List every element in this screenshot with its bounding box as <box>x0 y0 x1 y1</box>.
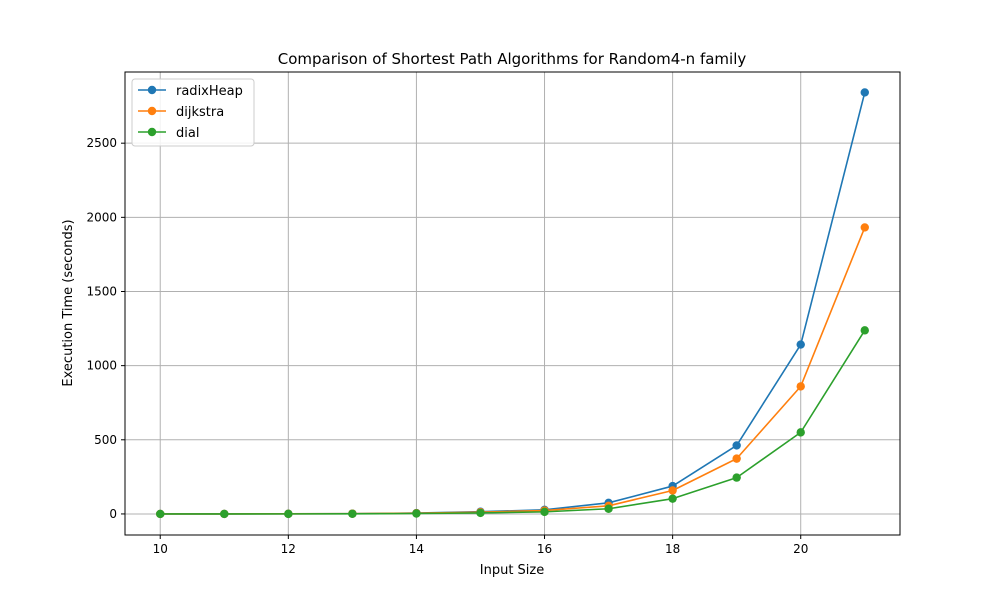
y-tick-label: 1500 <box>86 284 117 298</box>
data-point <box>668 486 677 495</box>
data-point <box>796 428 805 437</box>
data-point <box>860 223 869 232</box>
y-tick-label: 0 <box>109 507 117 521</box>
y-tick-label: 500 <box>94 433 117 447</box>
data-point <box>604 504 613 513</box>
legend-marker <box>147 85 157 95</box>
chart-title: Comparison of Shortest Path Algorithms f… <box>278 50 747 68</box>
data-point <box>732 441 741 450</box>
legend-label: dial <box>176 126 199 141</box>
data-point <box>732 473 741 482</box>
legend: radixHeap dijkstra dial <box>131 78 255 147</box>
series-line <box>160 329 866 515</box>
y-tick-label: 2500 <box>86 136 117 150</box>
x-tick-label: 10 <box>153 542 168 556</box>
data-point <box>476 508 485 518</box>
data-point <box>540 507 549 517</box>
legend-marker <box>147 106 157 116</box>
y-axis-label: Execution Time (seconds) <box>61 219 76 386</box>
legend-box <box>131 78 255 147</box>
series-layer <box>156 88 869 519</box>
x-tick-label: 14 <box>409 542 424 556</box>
data-point <box>796 382 805 391</box>
x-tick-label: 12 <box>281 542 296 556</box>
y-tick-label: 2000 <box>86 210 117 224</box>
legend-item: dijkstra <box>138 105 224 120</box>
legend-item: dial <box>138 126 199 141</box>
series-radixHeap <box>156 88 869 519</box>
legend-label: dijkstra <box>176 105 224 120</box>
data-point <box>412 509 421 518</box>
legend-label: radixHeap <box>176 84 243 99</box>
x-tick-label: 20 <box>793 542 808 556</box>
x-tick-label: 18 <box>665 542 680 556</box>
x-axis-label: Input Size <box>480 563 544 578</box>
x-tick-label: 16 <box>537 542 552 556</box>
legend-item: radixHeap <box>138 84 243 99</box>
data-point <box>796 340 805 349</box>
data-point <box>284 509 293 519</box>
series-line <box>160 92 866 515</box>
series-line <box>160 227 866 515</box>
data-point <box>156 509 165 519</box>
legend-marker <box>147 127 157 137</box>
y-axis: 0 500 1000 1500 2000 2500 <box>86 136 125 521</box>
series-dial <box>156 326 869 519</box>
x-axis: 10 12 14 16 18 20 <box>153 535 808 556</box>
data-point <box>348 509 357 518</box>
data-point <box>860 88 869 97</box>
data-point <box>220 509 229 519</box>
data-point <box>860 326 869 335</box>
data-point <box>732 454 741 463</box>
legend-items: radixHeap dijkstra dial <box>138 84 243 141</box>
data-point <box>668 494 677 503</box>
series-dijkstra <box>156 223 869 519</box>
y-tick-label: 1000 <box>86 359 117 373</box>
plot-frame <box>124 71 901 536</box>
